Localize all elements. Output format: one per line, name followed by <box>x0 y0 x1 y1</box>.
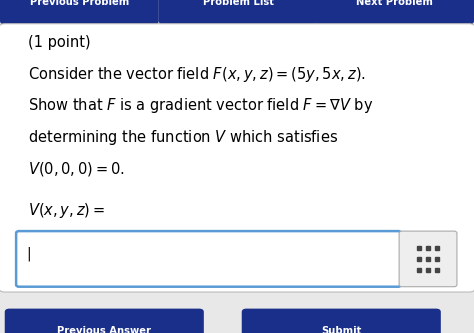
FancyBboxPatch shape <box>315 0 474 24</box>
Text: Submit: Submit <box>321 326 362 333</box>
FancyBboxPatch shape <box>242 309 441 333</box>
FancyBboxPatch shape <box>5 309 204 333</box>
Text: $V(x, y, z) =$: $V(x, y, z) =$ <box>28 201 105 220</box>
Text: Consider the vector field $F(x, y, z) = (5y, 5x, z).$: Consider the vector field $F(x, y, z) = … <box>28 65 366 84</box>
FancyBboxPatch shape <box>159 0 318 24</box>
Text: (1 point): (1 point) <box>28 35 91 50</box>
Text: Show that $F$ is a gradient vector field $F = \nabla V$ by: Show that $F$ is a gradient vector field… <box>28 97 374 116</box>
Text: |: | <box>26 246 31 261</box>
Text: $V(0, 0, 0) = 0.$: $V(0, 0, 0) = 0.$ <box>28 160 125 178</box>
FancyBboxPatch shape <box>0 24 474 292</box>
Text: Previous Problem: Previous Problem <box>30 0 129 7</box>
Text: determining the function $V$ which satisfies: determining the function $V$ which satis… <box>28 128 338 147</box>
Text: Next Problem: Next Problem <box>356 0 433 7</box>
Text: Problem List: Problem List <box>203 0 273 7</box>
Text: Previous Answer: Previous Answer <box>57 326 151 333</box>
FancyBboxPatch shape <box>0 0 159 24</box>
FancyBboxPatch shape <box>399 231 457 287</box>
FancyBboxPatch shape <box>16 231 401 287</box>
